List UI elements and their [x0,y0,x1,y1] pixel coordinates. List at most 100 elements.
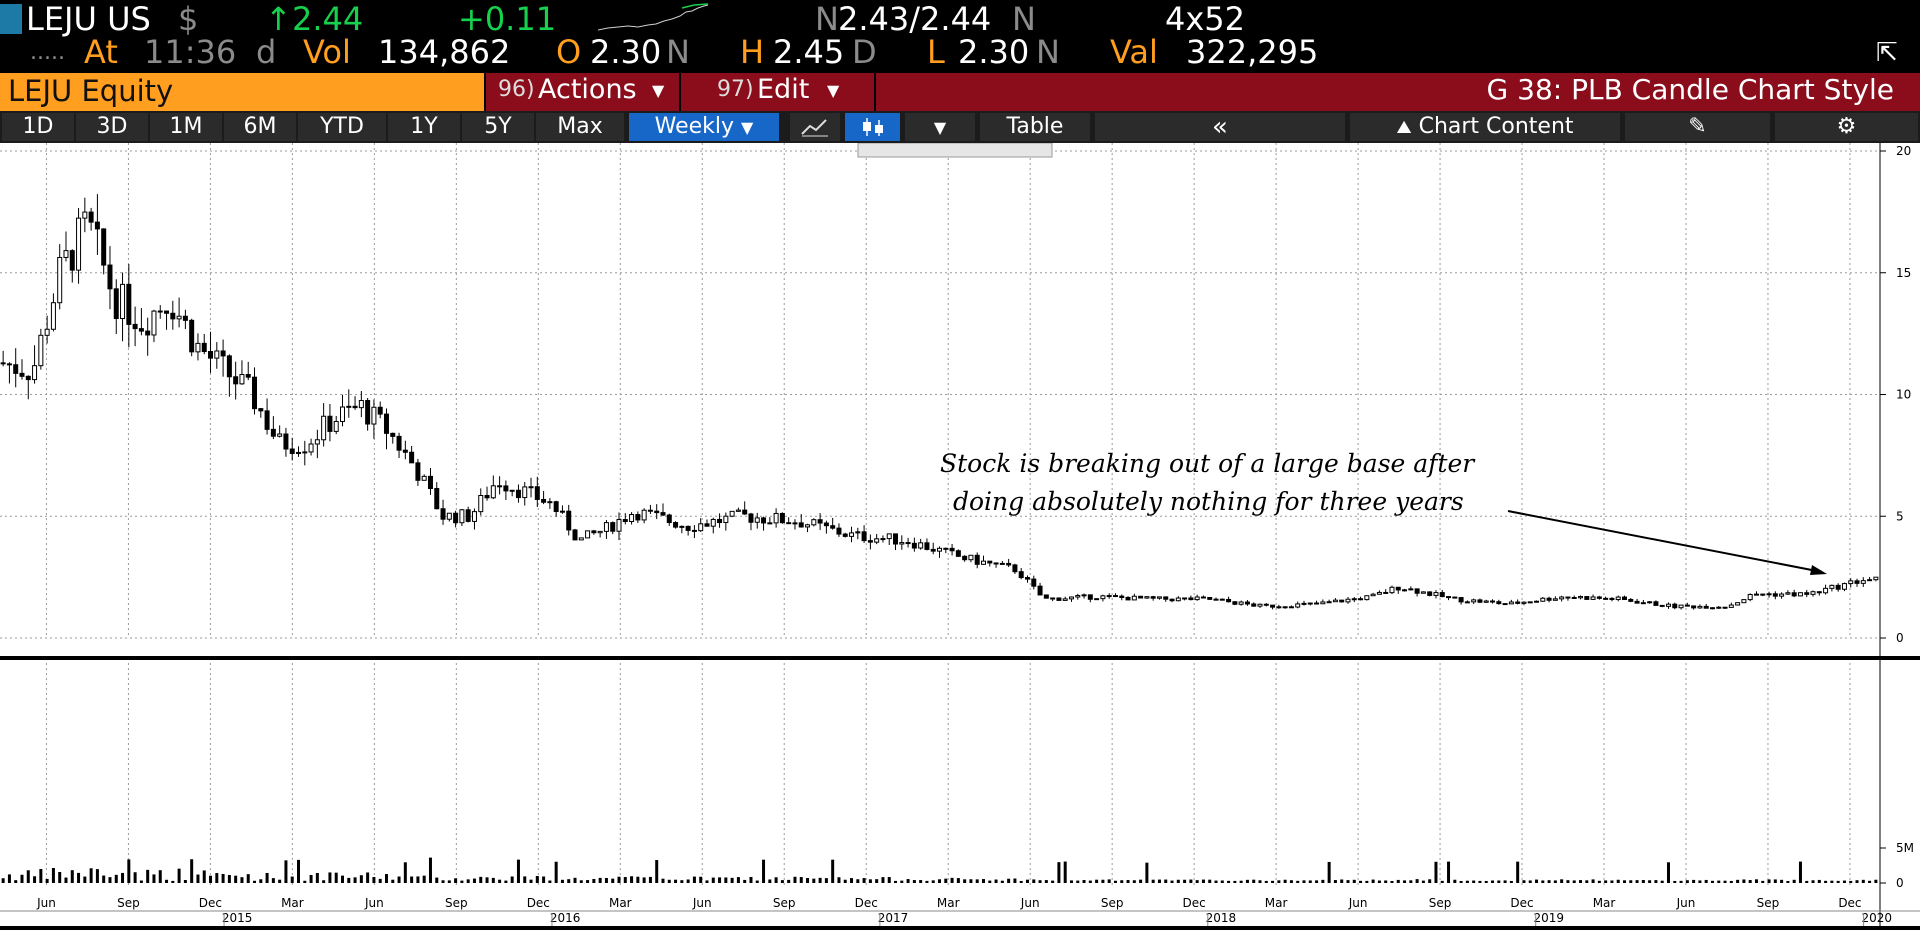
volume-bar [1157,879,1161,883]
candle-body [390,432,396,437]
candle-body [402,449,408,453]
candle-body [1012,564,1018,573]
candle-body [1728,604,1734,608]
settings-gear-icon[interactable]: ⚙ [1775,113,1918,141]
volume-bar [454,878,458,883]
candle-body [1439,592,1445,598]
volume-bar [969,879,973,883]
volume-bar [1622,880,1626,883]
candle-body [1741,599,1747,604]
volume-bar [1434,861,1438,883]
period-weekly-dropdown[interactable]: Weekly ▼ [629,113,779,141]
candle-body [1483,600,1489,603]
candle-body [823,522,829,527]
chart-type-dropdown[interactable]: ▼ [905,113,975,141]
volume-bar [240,877,244,883]
range-3d-button[interactable]: 3D [76,113,148,141]
candle-body [1779,593,1785,597]
edit-number: 97) [717,77,754,102]
candle-body [1408,588,1414,591]
candle-body [252,376,258,410]
mini-toolbar[interactable] [857,142,1053,158]
volume-bar [7,874,11,883]
annotate-pencil-icon[interactable]: ✎ [1625,113,1770,141]
x-month-label: Sep [1429,896,1452,910]
range-5y-button[interactable]: 5Y [462,113,534,141]
candle-body [76,217,82,271]
x-month-label: Sep [445,896,468,910]
vol-label: Vol [303,33,351,71]
volume-bar [466,879,470,883]
volume-bar [372,877,376,883]
chart-area[interactable]: 0 5 10 15 20 Jun Sep Dec Mar Jun Sep Dec Mar Jun Sep De… [0,142,1920,926]
actions-menu[interactable]: 96) Actions ▼ [486,73,679,111]
volume-bar [1032,879,1036,883]
volume-bar [1025,879,1029,883]
volume-bar [1440,880,1444,883]
candle-body [434,488,440,510]
candle-body [1276,606,1282,609]
volume-bar [535,875,539,883]
candle-body [1571,596,1577,599]
line-chart-icon[interactable] [790,113,840,141]
candle-body [918,542,924,549]
candle-body [1860,580,1866,584]
candle-body [1722,606,1728,609]
range-1m-button[interactable]: 1M [150,113,222,141]
chart-content-button[interactable]: ⛰ Chart Content [1350,113,1620,141]
range-ytd-button[interactable]: YTD [298,113,386,141]
range-1d-button[interactable]: 1D [2,113,74,141]
table-button[interactable]: Table [980,113,1090,141]
bid-ask-size: 4x52 [1165,0,1246,38]
annotation-arrow-head [1810,565,1827,575]
volume-bar [850,878,854,883]
volume-bar [58,871,62,883]
volume-bar [158,870,162,883]
candle-body [1446,596,1452,599]
volume-bar [686,879,690,883]
volume-bar [416,876,420,883]
pop-out-icon[interactable]: ⇱ [1876,38,1898,68]
chevron-down-icon: ▼ [741,118,754,137]
candle-body [949,547,955,552]
candle-body [980,560,986,565]
volume-bar [724,877,728,883]
candle-body [1370,593,1376,597]
volume-bar [504,880,508,883]
volume-bar [1604,880,1608,883]
security-field[interactable]: LEJU Equity [0,73,484,111]
volume-bar [1271,880,1275,883]
axes: 0 5 10 15 20 Jun Sep Dec Mar Jun Sep Dec Mar Jun Sep De… [0,143,1920,926]
edit-menu[interactable]: 97) Edit ▼ [681,73,874,111]
candle-chart-icon[interactable] [845,113,900,141]
range-6m-button[interactable]: 6M [224,113,296,141]
candle-body [1766,593,1772,596]
volume-bar [347,877,351,883]
candle-body [515,489,521,499]
candle-body [1112,595,1118,598]
volume-bar [1315,880,1319,883]
collapse-button[interactable]: « [1095,113,1345,141]
candle-body [427,475,433,490]
volume-bar [730,877,734,883]
range-max-button[interactable]: Max [536,113,624,141]
volume-bar [1245,879,1249,883]
candle-body [82,211,88,219]
candle-body [1427,591,1433,596]
candle-body [296,451,302,454]
candle-body [1848,580,1854,585]
volume-tick-label: 5M [1896,841,1914,855]
volume-bar [648,876,652,883]
candle-body [465,509,471,522]
volume-bar [705,880,709,883]
candle-body [836,527,842,535]
volume-bar [77,872,81,883]
volume-bar [359,875,363,883]
range-1y-button[interactable]: 1Y [388,113,460,141]
candle-body [1873,576,1879,581]
volume-bar [422,875,426,883]
volume-bar [1842,880,1846,883]
candle-body [1018,571,1024,579]
candle-body [1471,599,1477,603]
candle-body [1320,601,1326,605]
